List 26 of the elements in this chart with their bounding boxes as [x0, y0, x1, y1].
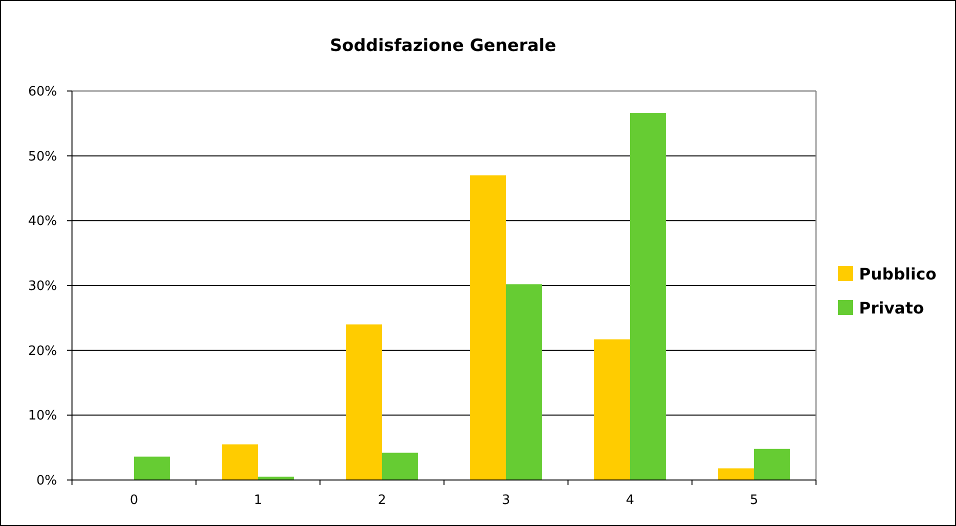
y-tick-label: 40% — [28, 214, 57, 230]
bar — [222, 444, 258, 480]
x-tick-label: 5 — [750, 493, 758, 508]
y-tick-label: 60% — [28, 84, 57, 100]
bar — [754, 448, 790, 480]
y-tick-label: 0% — [36, 474, 57, 489]
y-tick-label: 30% — [28, 279, 57, 294]
x-tick-label: 3 — [502, 493, 510, 508]
bar — [630, 113, 666, 480]
y-tick-label: 10% — [28, 408, 57, 424]
bar — [470, 175, 506, 480]
x-tick-label: 2 — [378, 493, 386, 508]
x-tick-label: 4 — [626, 493, 634, 508]
chart-title: Soddisfazione Generale — [330, 36, 556, 56]
y-tick-label: 50% — [28, 149, 57, 164]
legend-label: Pubblico — [859, 264, 936, 284]
x-tick-label: 0 — [130, 493, 138, 508]
bar — [506, 284, 542, 480]
bar — [594, 339, 630, 480]
bar — [134, 456, 170, 480]
x-tick-label: 1 — [254, 493, 262, 508]
bar — [718, 468, 754, 480]
y-tick-label: 20% — [28, 344, 57, 359]
bar — [346, 324, 382, 480]
legend-label: Privato — [859, 298, 924, 318]
bar — [382, 452, 418, 480]
